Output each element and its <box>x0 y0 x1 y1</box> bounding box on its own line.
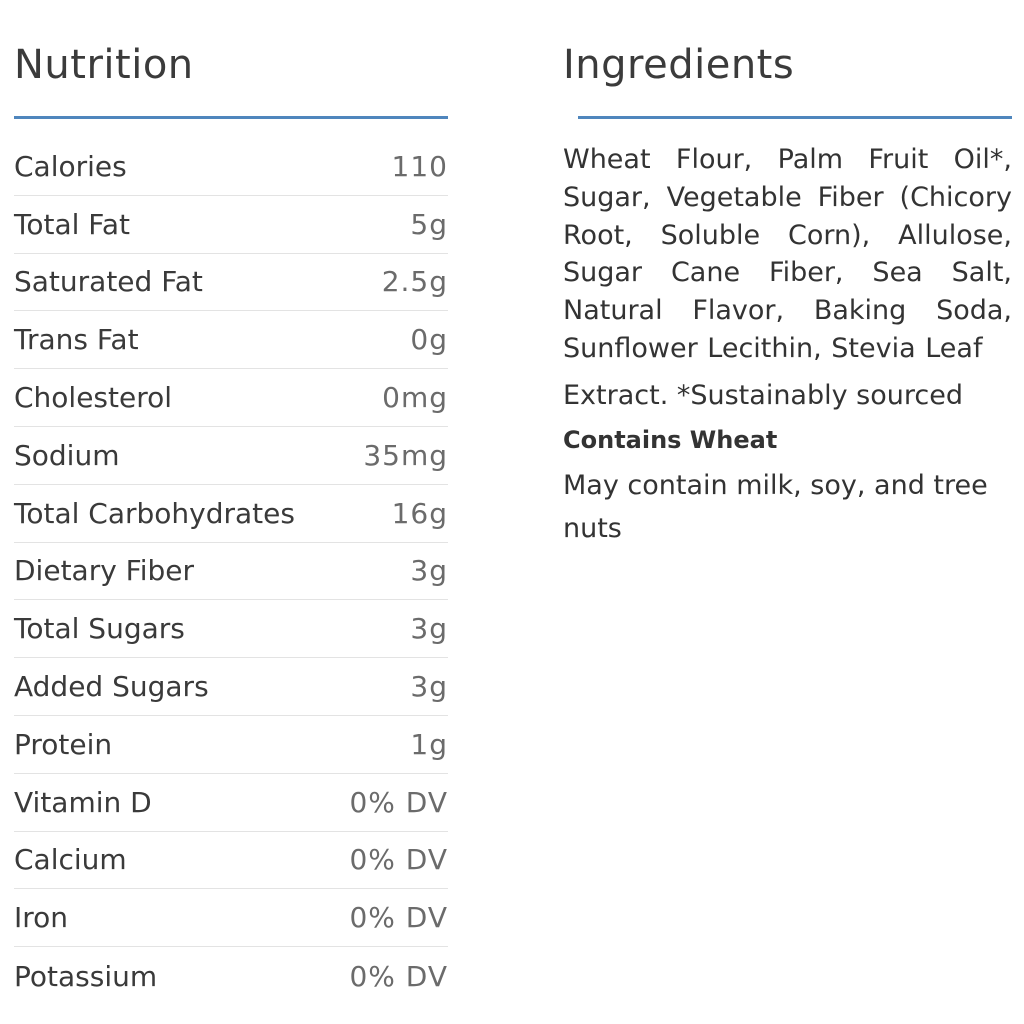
nutrient-value: 0g <box>410 323 448 357</box>
nutrition-row-calories: Calories 110 <box>14 138 448 196</box>
nutrient-name: Dietary Fiber <box>14 554 195 588</box>
nutrient-value: 5g <box>410 207 448 241</box>
nutrient-value: 1g <box>410 727 448 761</box>
nutrition-row-cholesterol: Cholesterol 0mg <box>14 369 448 427</box>
nutrient-value: 0% DV <box>349 959 448 993</box>
nutrition-row-trans-fat: Trans Fat 0g <box>14 311 448 370</box>
nutrition-row-dietary-fiber: Dietary Fiber 3g <box>14 543 448 601</box>
nutrition-row-total-carbohydrates: Total Carbohydrates 16g <box>14 485 448 543</box>
nutrition-row-iron: Iron 0% DV <box>14 889 448 948</box>
nutrient-name: Calcium <box>14 843 127 877</box>
nutrient-value: 0% DV <box>349 901 448 935</box>
nutrient-value: 16g <box>391 496 448 530</box>
nutrient-name: Sodium <box>14 438 120 472</box>
nutrient-name: Total Carbohydrates <box>14 496 295 530</box>
nutrient-name: Vitamin D <box>14 785 152 819</box>
nutrition-row-potassium: Potassium 0% DV <box>14 947 448 1005</box>
nutrient-value: 2.5g <box>381 265 448 299</box>
nutrient-name: Added Sugars <box>14 670 209 704</box>
nutrition-row-protein: Protein 1g <box>14 716 448 774</box>
nutrition-row-total-sugars: Total Sugars 3g <box>14 600 448 659</box>
nutrition-heading-rule <box>14 116 448 119</box>
nutrition-row-saturated-fat: Saturated Fat 2.5g <box>14 254 448 312</box>
nutrient-value: 0% DV <box>349 785 448 819</box>
nutrient-name: Protein <box>14 727 113 761</box>
nutrition-row-added-sugars: Added Sugars 3g <box>14 658 448 716</box>
nutrient-name: Saturated Fat <box>14 265 203 299</box>
nutrient-value: 3g <box>410 612 448 646</box>
nutrient-value: 3g <box>410 554 448 588</box>
nutrient-name: Iron <box>14 901 69 935</box>
nutrition-row-sodium: Sodium 35mg <box>14 427 448 485</box>
nutrient-name: Calories <box>14 149 127 183</box>
nutrient-value: 110 <box>391 149 448 183</box>
allergen-may-contain: May contain milk, soy, and tree nuts <box>563 469 988 544</box>
nutrient-name: Cholesterol <box>14 381 173 415</box>
allergen-contains: Contains Wheat <box>563 425 778 454</box>
nutrient-name: Trans Fat <box>14 323 139 357</box>
nutrition-row-calcium: Calcium 0% DV <box>14 832 448 890</box>
nutrient-name: Potassium <box>14 959 158 993</box>
ingredients-list-end: Extract. *Sustainably sourced <box>563 379 963 411</box>
ingredients-heading-rule <box>578 116 1012 119</box>
nutrition-table: Calories 110 Total Fat 5g Saturated Fat … <box>14 138 448 1005</box>
nutrient-value: 35mg <box>363 438 448 472</box>
nutrition-row-vitamin-d: Vitamin D 0% DV <box>14 774 448 832</box>
nutrient-value: 0mg <box>382 381 448 415</box>
ingredients-list: Wheat Flour, Palm Fruit Oil*, Sugar, Veg… <box>563 144 1012 364</box>
nutrient-value: 3g <box>410 670 448 704</box>
ingredients-heading: Ingredients <box>563 42 795 88</box>
nutrient-name: Total Fat <box>14 207 130 241</box>
nutrition-row-total-fat: Total Fat 5g <box>14 196 448 254</box>
ingredients-panel: Wheat Flour, Palm Fruit Oil*, Sugar, Veg… <box>563 141 1012 550</box>
nutrient-value: 0% DV <box>349 843 448 877</box>
nutrient-name: Total Sugars <box>14 612 185 646</box>
nutrition-heading: Nutrition <box>14 42 194 88</box>
